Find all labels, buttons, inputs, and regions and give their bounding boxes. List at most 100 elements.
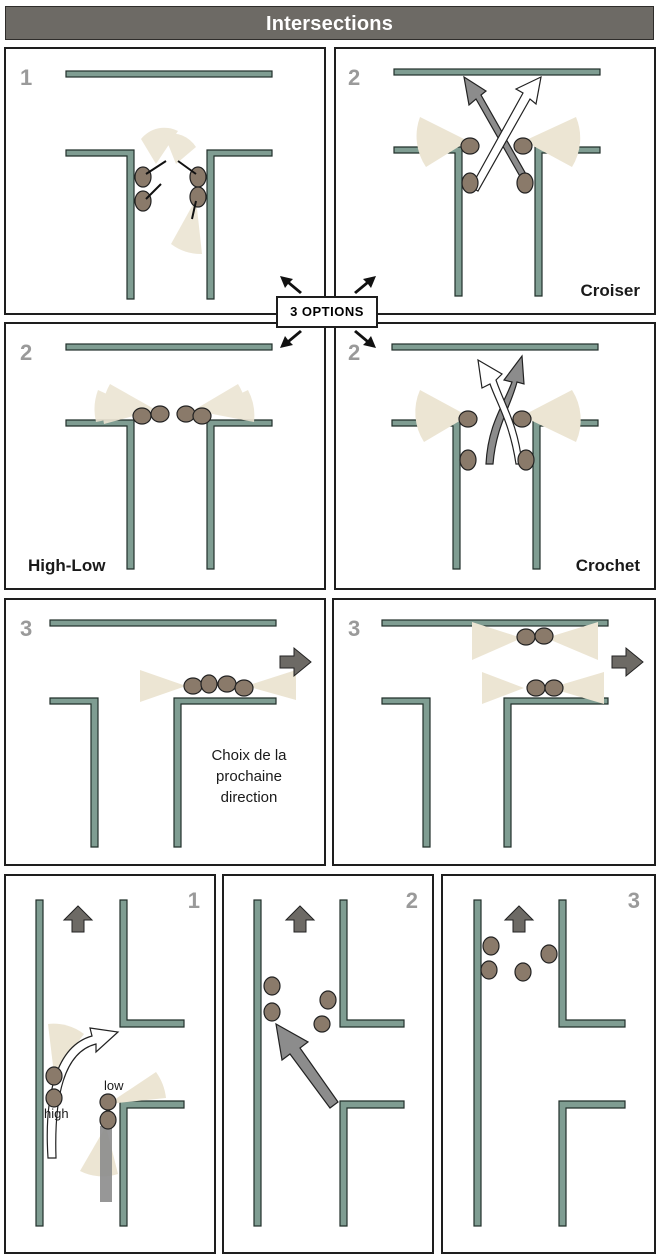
note-line: Choix de la: [211, 747, 287, 764]
arrow-hook-white: [477, 358, 523, 465]
vision-sector: [415, 390, 468, 442]
wall: [206, 419, 273, 570]
panel-bottom-step-3: 3: [441, 874, 656, 1254]
wall: [393, 146, 463, 297]
up-arrow-icon: [62, 905, 94, 933]
panel-5-drawing: [49, 619, 312, 848]
low-label: low: [104, 1078, 124, 1093]
page-title: Intersections: [265, 13, 394, 35]
panel-step-1: 1: [4, 47, 326, 315]
direction-arrow: [611, 646, 644, 678]
technique-caption: High-Low: [28, 556, 106, 575]
operator: [99, 1093, 117, 1111]
operator: [517, 449, 535, 471]
operator: [234, 679, 254, 697]
wall: [65, 70, 273, 78]
wall: [473, 899, 482, 1227]
operator: [461, 172, 479, 194]
vision-sector: [202, 390, 255, 422]
vision-sector: [164, 133, 196, 164]
vision-sector: [524, 117, 581, 167]
wall: [206, 149, 273, 300]
panel-4-drawing: [391, 343, 599, 570]
operators: [134, 160, 207, 220]
vision-sector: [522, 390, 581, 442]
operator: [134, 166, 152, 188]
operator: [99, 1110, 117, 1130]
direction-arrow: [279, 646, 312, 678]
walls: [65, 70, 273, 300]
panel-9-drawing: [473, 899, 626, 1227]
technique-caption: Croiser: [580, 281, 640, 300]
wall: [253, 899, 262, 1227]
wall: [558, 1100, 626, 1227]
vision-sector: [482, 672, 524, 704]
wall: [173, 697, 277, 848]
operator: [200, 674, 218, 694]
operator: [544, 679, 564, 697]
operator: [132, 407, 152, 425]
technique-caption: Crochet: [575, 556, 640, 575]
gray-arrow-shaft: [100, 1126, 112, 1202]
operator: [263, 1002, 281, 1022]
panel-step-3-direction: 3 Choix de la prochaine direction: [4, 598, 326, 866]
panel-3-drawing: [65, 343, 273, 570]
up-arrow-icon: [284, 905, 316, 933]
operator: [189, 166, 207, 188]
wall: [339, 899, 405, 1028]
operator: [45, 1066, 63, 1086]
wall: [381, 619, 609, 627]
step-number: 3: [627, 888, 640, 913]
wall: [119, 899, 185, 1028]
operator: [189, 186, 207, 208]
panel-crochet: 2 Crochet: [334, 322, 656, 590]
operator: [134, 190, 152, 212]
operator: [516, 628, 536, 646]
wall: [503, 697, 609, 848]
wall: [65, 343, 273, 351]
high-label: high: [44, 1106, 69, 1121]
operator: [183, 677, 203, 695]
step-number: 2: [348, 340, 361, 365]
step-number: 1: [187, 888, 200, 913]
wall: [65, 149, 135, 300]
panel-8-drawing: [253, 899, 405, 1227]
wall: [558, 899, 626, 1028]
arrow-crossing-white: [470, 75, 542, 192]
step-number: 2: [405, 888, 418, 913]
note-line: prochaine: [216, 768, 282, 785]
wall: [35, 899, 44, 1227]
direction-note: Choix de la prochaine direction: [196, 745, 302, 808]
step-number: 3: [348, 616, 361, 641]
step-number: 2: [348, 65, 361, 90]
operator: [482, 936, 500, 956]
operator: [513, 137, 533, 155]
operator: [217, 675, 237, 693]
panel-step-3-split: 3: [332, 598, 656, 866]
vision-sector: [246, 670, 296, 700]
panel-high-low: 2 High-Low: [4, 322, 326, 590]
wall: [119, 1100, 185, 1227]
vision-sector: [546, 622, 598, 660]
operator: [458, 410, 478, 428]
operator: [480, 960, 498, 980]
wall: [532, 419, 599, 570]
options-label: 3 OPTIONS: [276, 296, 378, 328]
operator: [460, 137, 480, 155]
operator: [540, 944, 558, 964]
panel-bottom-step-1: 1 low high: [4, 874, 216, 1254]
wall: [65, 419, 135, 570]
note-line: direction: [220, 789, 278, 806]
panel-2-drawing: [393, 68, 601, 297]
vision-sector: [550, 672, 604, 704]
step-number: 2: [20, 340, 33, 365]
operator: [319, 990, 337, 1010]
operator: [192, 407, 212, 425]
operator: [534, 627, 554, 645]
up-arrow-icon: [503, 905, 535, 933]
vision-sector: [472, 622, 522, 660]
wall: [391, 419, 461, 570]
panel-1-drawing: [65, 70, 273, 300]
wall: [49, 697, 99, 848]
rifle: [145, 160, 197, 220]
